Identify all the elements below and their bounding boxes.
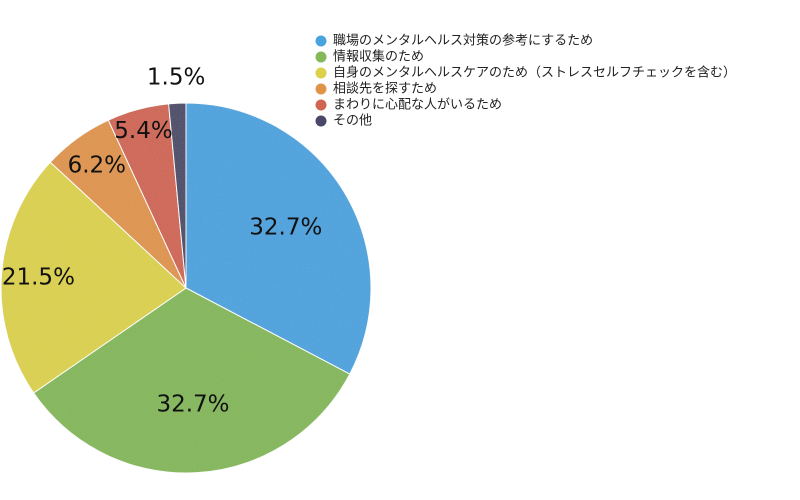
pie-value-label-4: 6.2% bbox=[68, 152, 126, 178]
legend-label-4: 相談先を探すため bbox=[333, 81, 437, 97]
legend-marker-4 bbox=[315, 83, 327, 95]
pie-value-labels: 32.7% 32.7% 21.5% 6.2% 5.4% 1.5% bbox=[2, 64, 322, 417]
legend-label-1: 職場のメンタルヘルス対策の参考にするため bbox=[333, 33, 593, 49]
pie-value-label-6: 1.5% bbox=[147, 64, 205, 90]
legend-label-5: まわりに心配な人がいるため bbox=[333, 98, 502, 113]
pie-slices bbox=[0, 102, 372, 474]
legend: 職場のメンタルヘルス対策の参考にするため情報収集のため自身のメンタルヘルスケアの… bbox=[315, 33, 736, 129]
pie-slice-3 bbox=[0, 161, 187, 394]
legend-marker-1 bbox=[315, 35, 327, 47]
legend-marker-5 bbox=[315, 99, 327, 111]
pie-slice-1 bbox=[185, 102, 372, 375]
legend-label-2: 情報収集のため bbox=[333, 49, 424, 65]
pie-slice-2 bbox=[32, 287, 351, 474]
pie-value-label-3: 21.5% bbox=[2, 264, 75, 290]
legend-marker-2 bbox=[315, 51, 327, 63]
legend-label-3: 自身のメンタルヘルスケアのため（ストレスセルフチェックを含む） bbox=[333, 65, 736, 81]
pie-value-label-5: 5.4% bbox=[114, 118, 172, 144]
legend-label-6: その他 bbox=[333, 114, 372, 129]
pie-value-label-1: 32.7% bbox=[249, 215, 322, 241]
pie-value-label-2: 32.7% bbox=[156, 391, 229, 417]
pie-slice-6 bbox=[168, 102, 187, 289]
legend-marker-6 bbox=[315, 115, 327, 127]
legend-marker-3 bbox=[315, 67, 327, 79]
